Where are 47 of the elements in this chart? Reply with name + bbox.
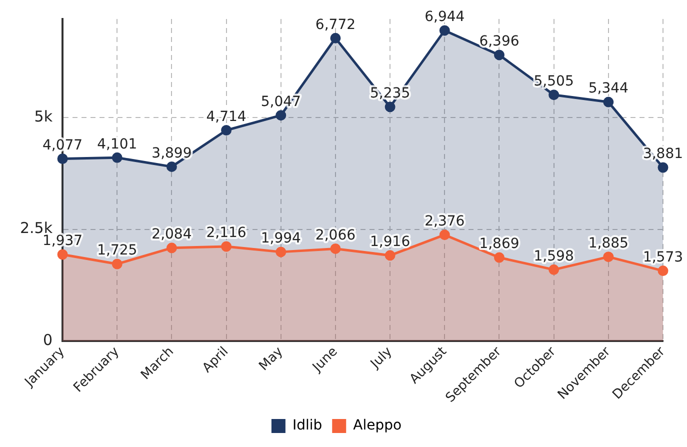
y-tick-label: 5k: [34, 107, 53, 126]
point: [57, 249, 68, 260]
point: [548, 264, 560, 275]
point: [658, 266, 668, 276]
point: [603, 96, 614, 108]
point: [384, 102, 396, 112]
data-label: 4,714: [206, 108, 246, 125]
point: [276, 110, 286, 121]
point: [384, 250, 396, 261]
point: [439, 230, 450, 240]
legend-label: Idlib: [292, 418, 322, 434]
point: [494, 50, 504, 60]
data-label: 4,101: [97, 136, 138, 152]
point: [658, 162, 668, 173]
data-label: 1,598: [534, 248, 574, 264]
point: [57, 153, 68, 164]
point: [603, 252, 614, 262]
data-label: 5,344: [588, 80, 629, 97]
data-label: 6,772: [315, 16, 356, 33]
data-label: 1,869: [479, 236, 520, 252]
data-label: 2,376: [424, 213, 465, 230]
data-label: 6,944: [424, 9, 465, 26]
legend-label: Aleppo: [353, 418, 402, 434]
y-tick-label: 0: [42, 331, 53, 350]
data-label: 1,885: [588, 235, 628, 252]
point: [439, 25, 450, 36]
point: [221, 124, 232, 136]
point: [112, 152, 122, 163]
data-label: 3,899: [152, 145, 192, 162]
point: [330, 32, 341, 44]
data-label: 2,066: [315, 227, 356, 244]
data-label: 2,116: [206, 225, 246, 242]
point: [221, 241, 232, 252]
point: [166, 242, 177, 254]
data-label: 1,994: [260, 230, 302, 247]
point: [548, 90, 560, 100]
point: [276, 246, 286, 258]
data-label: 2,084: [152, 226, 192, 243]
point: [494, 252, 504, 263]
point: [166, 161, 177, 172]
point: [330, 243, 341, 254]
data-label: 6,396: [479, 34, 520, 50]
data-label: 5,505: [534, 73, 574, 90]
data-label: 1,573: [642, 249, 684, 266]
data-label: 1,916: [370, 234, 410, 250]
point: [112, 258, 122, 270]
data-label: 1,725: [97, 242, 138, 259]
